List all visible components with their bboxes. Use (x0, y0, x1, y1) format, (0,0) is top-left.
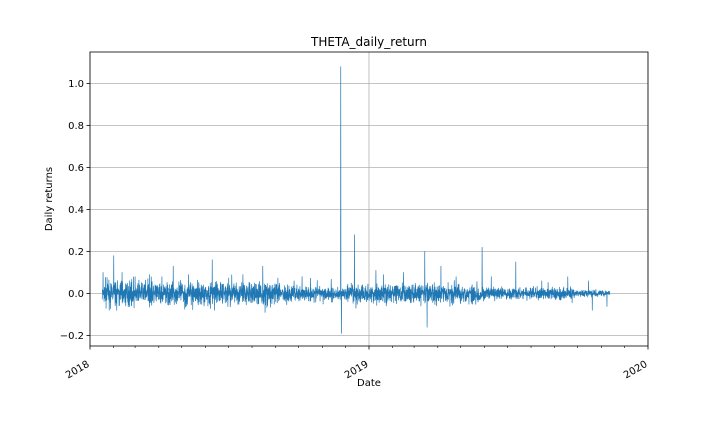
series-group (101, 66, 611, 334)
y-axis-title: Daily returns (44, 167, 55, 231)
y-tick-label: 0.4 (68, 205, 84, 216)
y-tick-label: 0.2 (68, 247, 84, 258)
x-axis-title: Date (357, 378, 381, 389)
y-axis: −0.2 0.0 0.2 0.4 0.6 0.8 1.0 (60, 79, 90, 342)
y-tick-label: 0.6 (68, 163, 84, 174)
y-tick-label: 0.0 (68, 289, 84, 300)
chart-title: THETA_daily_return (310, 35, 427, 49)
y-tick-label: 1.0 (68, 79, 84, 90)
y-tick-label: 0.8 (68, 121, 84, 132)
series-line (101, 66, 611, 334)
y-tick-label: −0.2 (60, 331, 84, 342)
